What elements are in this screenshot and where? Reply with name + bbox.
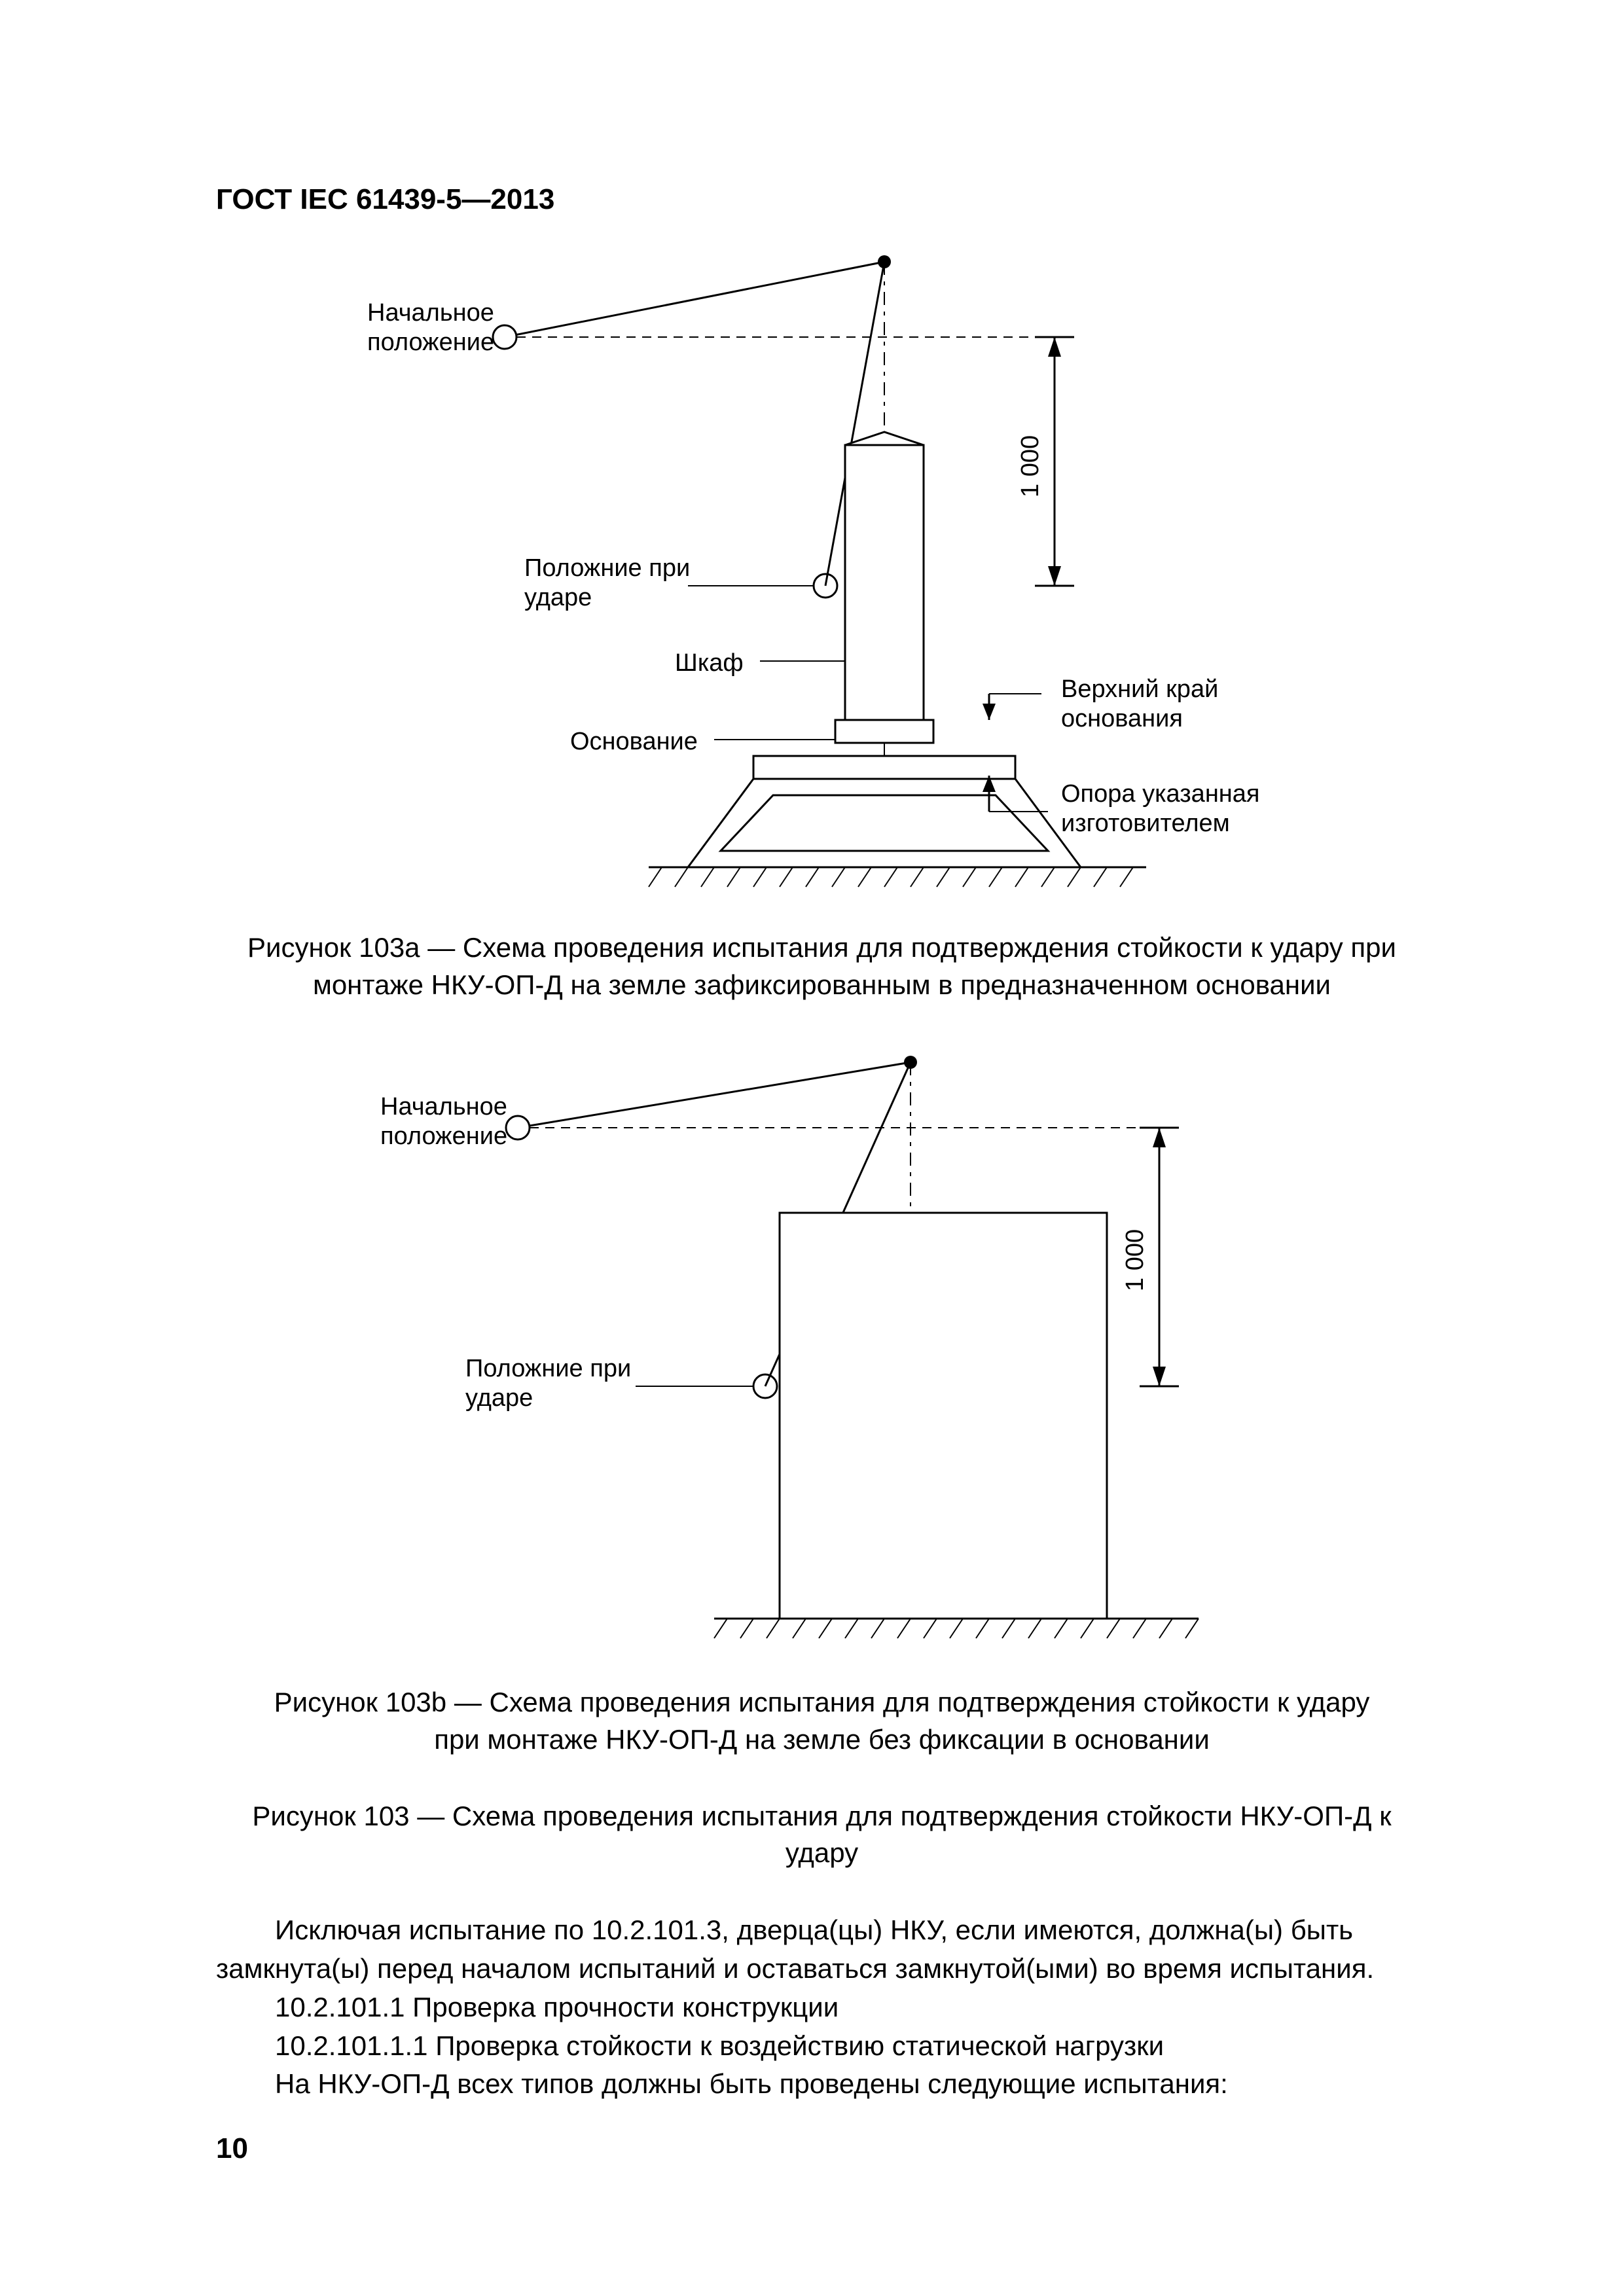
label-initial-position-b1: Начальное xyxy=(380,1093,507,1121)
label-top-of-base-a2: основания xyxy=(1061,705,1183,732)
body-text-block: Исключая испытание по 10.2.101.3, дверца… xyxy=(216,1911,1428,2104)
label-initial-position-b2: положение xyxy=(380,1122,507,1150)
label-cabinet-a: Шкаф xyxy=(675,649,744,677)
body-p1: Исключая испытание по 10.2.101.3, дверца… xyxy=(216,1911,1428,1988)
figure-103a: 1 000 xyxy=(216,242,1428,897)
label-initial-position-a2: положение xyxy=(367,329,494,356)
body-p2: 10.2.101.1 Проверка прочности конструкци… xyxy=(216,1988,1428,2027)
label-top-of-base-a1: Верхний край xyxy=(1061,675,1218,703)
label-base-a: Основание xyxy=(570,728,698,755)
body-p4: На НКУ-ОП-Д всех типов должны быть прове… xyxy=(216,2065,1428,2104)
label-support-a2: изготовителем xyxy=(1061,810,1230,837)
body-p3: 10.2.101.1.1 Проверка стойкости к воздей… xyxy=(216,2027,1428,2066)
caption-103: Рисунок 103 — Схема проведения испытания… xyxy=(233,1798,1411,1872)
page-number: 10 xyxy=(216,2132,248,2165)
caption-103a: Рисунок 103а — Схема проведения испытани… xyxy=(233,929,1411,1003)
label-impact-position-b1: Положние при xyxy=(465,1355,631,1382)
dimension-1000-a: 1 000 xyxy=(1017,435,1044,497)
label-impact-position-a1: Положние при xyxy=(524,554,690,582)
label-impact-position-b2: ударе xyxy=(465,1384,533,1412)
caption-103b: Рисунок 103b — Схема проведения испытани… xyxy=(233,1684,1411,1758)
label-support-a1: Опора указанная xyxy=(1061,780,1260,808)
dimension-1000-b: 1 000 xyxy=(1121,1229,1149,1291)
document-standard-header: ГОСТ IEC 61439-5—2013 xyxy=(216,183,1428,216)
label-impact-position-a2: ударе xyxy=(524,584,592,611)
label-initial-position-a1: Начальное xyxy=(367,299,494,327)
figure-103b: 1 000 Начальное положение Положние при xyxy=(216,1043,1428,1651)
